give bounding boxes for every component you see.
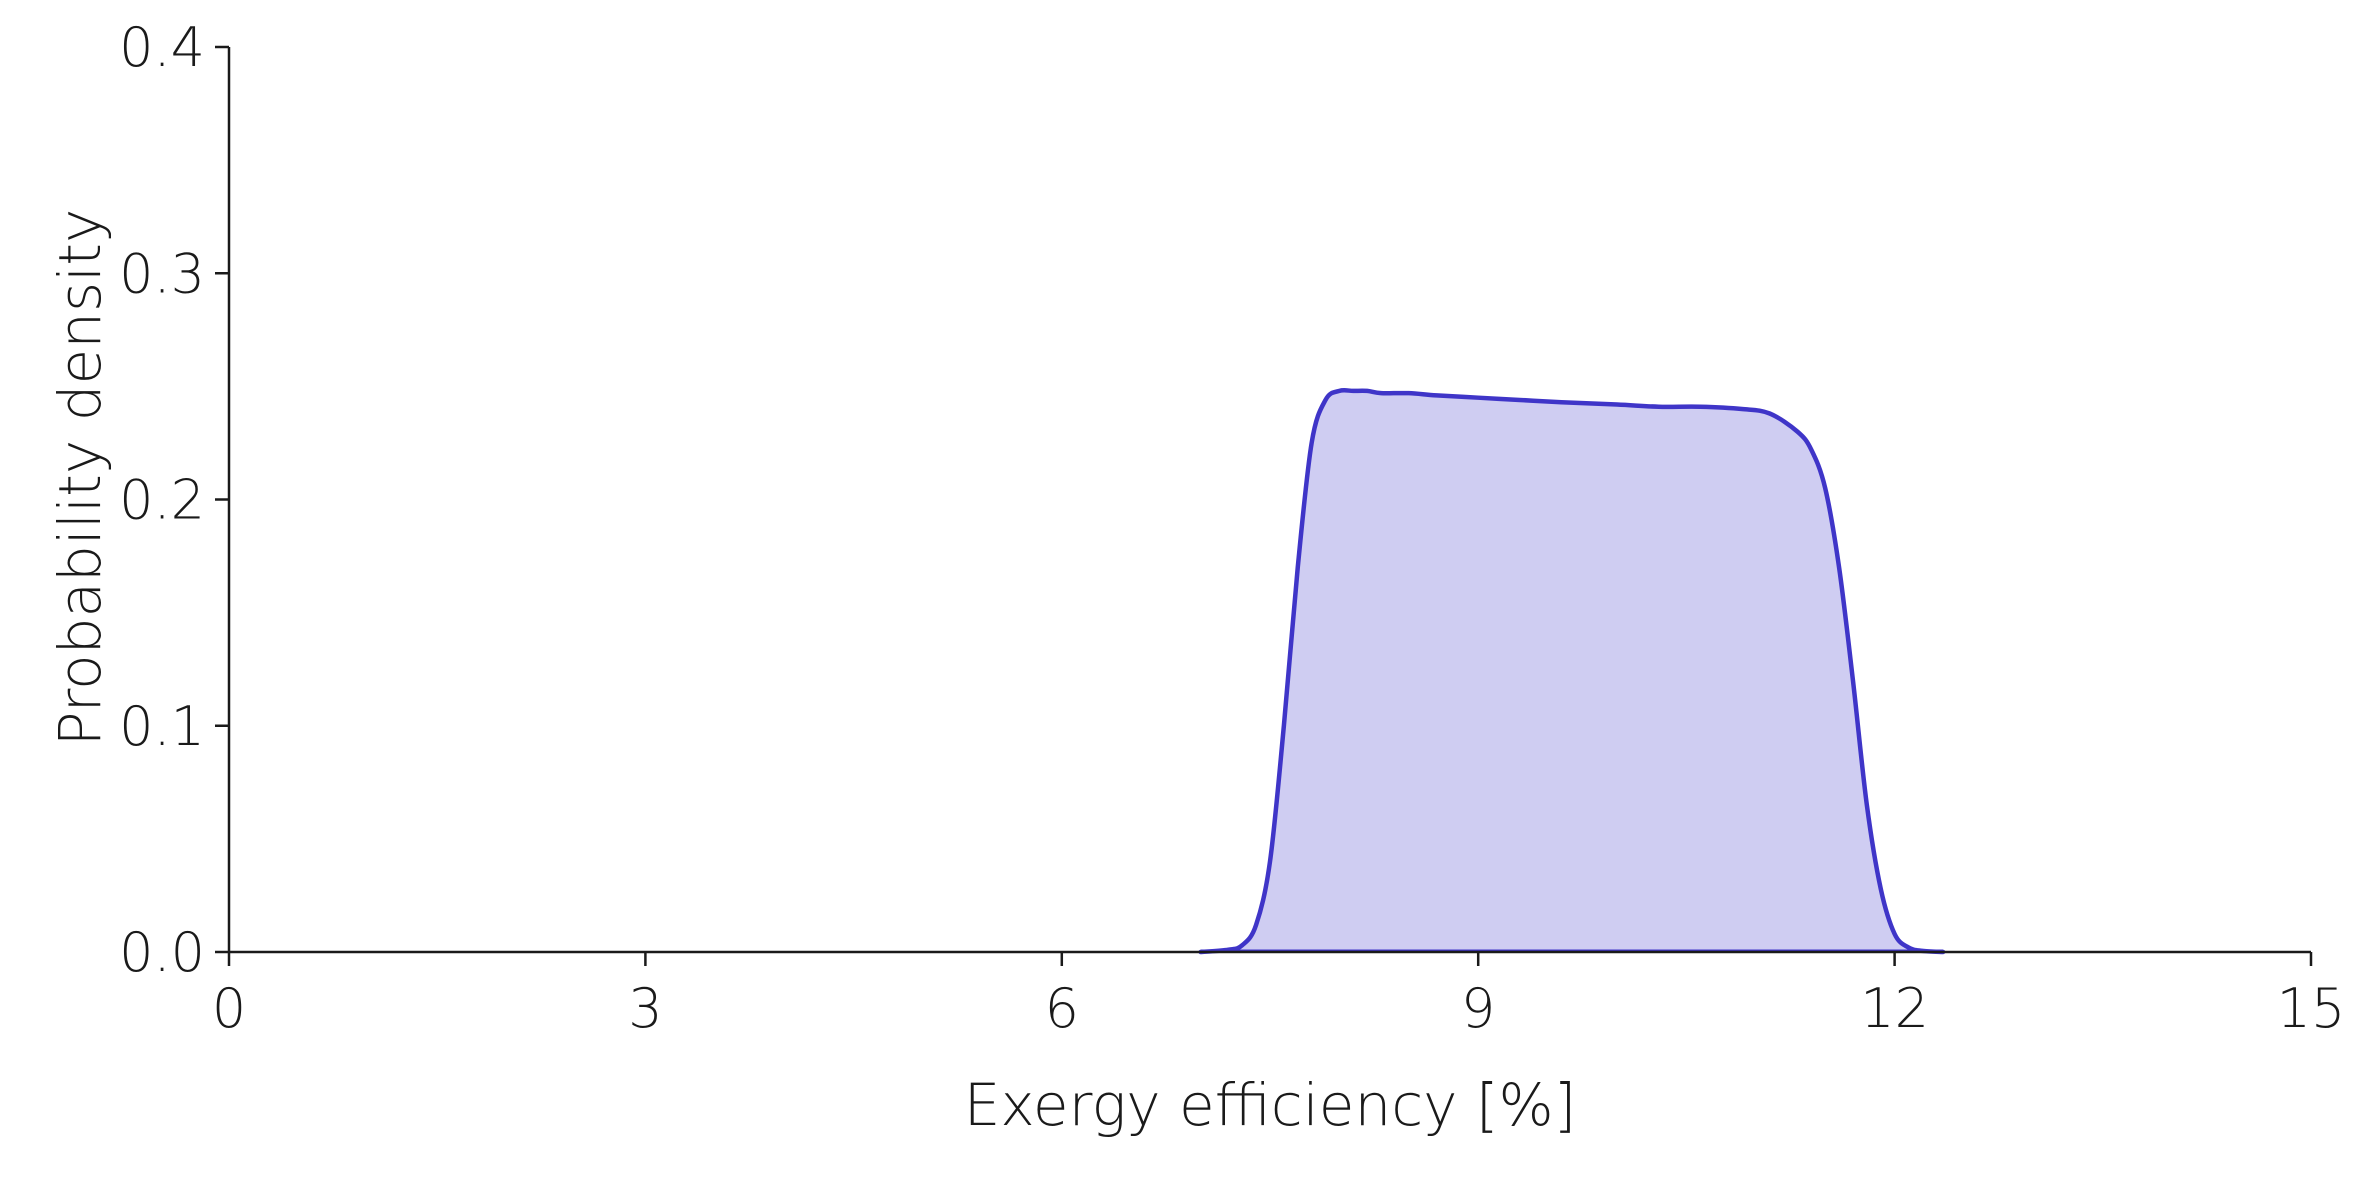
x-tick-label: 0: [212, 977, 246, 1040]
plot-area: [1198, 387, 1946, 955]
x-tick-label: 12: [1860, 977, 1929, 1040]
y-tick-label: 0.4: [119, 16, 205, 79]
y-tick-label: 0.1: [119, 695, 205, 758]
density-fill-area: [1200, 390, 1944, 952]
x-axis-ticks: 0 3 6 9 12 15: [212, 952, 2346, 1040]
y-tick-label: 0.0: [119, 921, 205, 984]
y-axis-label: Probability density: [46, 209, 114, 747]
y-tick-label: 0.2: [119, 469, 205, 532]
x-axis-label: Exergy efficiency [%]: [964, 1071, 1576, 1139]
density-curve-line: [1198, 387, 1946, 955]
x-tick-label: 6: [1045, 977, 1079, 1040]
x-tick-label: 15: [2277, 977, 2346, 1040]
y-axis-ticks: 0.0 0.1 0.2 0.3 0.4: [119, 16, 229, 984]
x-tick-label: 3: [628, 977, 662, 1040]
x-tick-label: 9: [1461, 977, 1495, 1040]
y-tick-label: 0.3: [119, 242, 205, 305]
